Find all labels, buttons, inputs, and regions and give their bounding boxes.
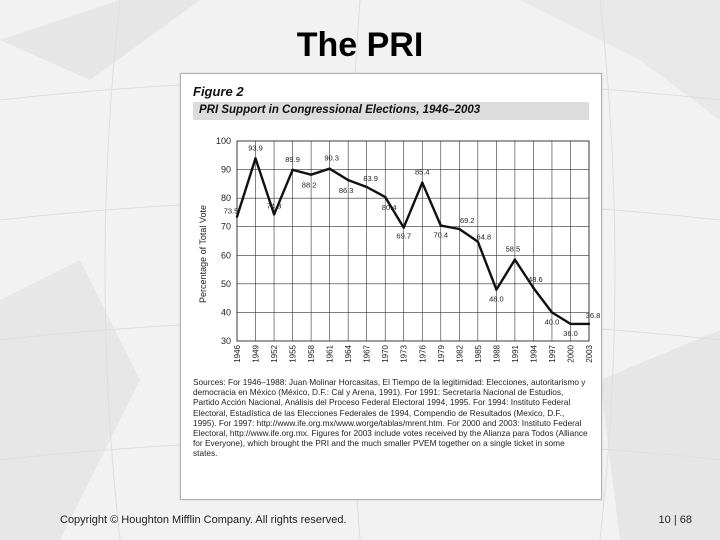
y-axis-title: Percentage of Total Vote	[198, 205, 208, 303]
data-point	[384, 195, 387, 199]
data-label: 58.5	[506, 245, 521, 254]
line-chart: Percentage of Total Vote 30 40 50 60 70 80 90 1…	[198, 136, 601, 363]
data-point	[569, 322, 572, 326]
y-tick-label: 30	[221, 336, 231, 346]
x-tick-label: 1973	[400, 344, 409, 362]
x-tick-label: 1976	[418, 344, 427, 362]
data-label: 36.8	[586, 311, 601, 320]
x-tick-label: 1964	[344, 344, 353, 362]
figure-label: Figure 2	[193, 84, 244, 99]
data-point	[254, 157, 257, 160]
slide-title: The PRI	[296, 26, 424, 64]
data-point	[421, 181, 424, 184]
y-tick-label: 70	[221, 222, 231, 232]
data-point	[458, 227, 461, 231]
data-label: 85.4	[415, 168, 430, 177]
data-point	[272, 213, 276, 216]
data-point	[476, 240, 480, 243]
data-label: 70.4	[433, 231, 448, 240]
x-tick-label: 1991	[511, 344, 520, 362]
data-point	[439, 224, 442, 227]
data-point	[532, 286, 535, 290]
x-tick-label: 1952	[270, 344, 279, 362]
data-label: 86.3	[339, 186, 354, 195]
data-label: 40.0	[545, 317, 560, 326]
data-label: 36.0	[563, 329, 578, 338]
x-tick-label: 1982	[455, 344, 464, 362]
data-point	[495, 288, 498, 291]
x-tick-label: 1967	[363, 344, 372, 362]
data-label: 69.7	[396, 232, 411, 241]
data-point	[291, 168, 294, 172]
figure-caption-band: PRI Support in Congressional Elections, …	[193, 102, 589, 120]
data-point	[365, 185, 368, 189]
data-label: 90.3	[324, 154, 339, 163]
data-label: 48.6	[528, 275, 543, 284]
data-point	[402, 226, 405, 229]
figure-caption: PRI Support in Congressional Elections, …	[199, 104, 481, 116]
y-tick-label: 80	[221, 193, 231, 203]
data-label: 93.9	[248, 143, 263, 152]
figure-sources: Sources: For 1946–1988: Juan Molinar Hor…	[193, 377, 588, 459]
x-tick-label: 1988	[492, 344, 501, 362]
data-label: 64.8	[477, 233, 492, 242]
x-tick-label: 1979	[437, 344, 446, 362]
x-tick-label: 1970	[381, 344, 390, 362]
x-tick-label: 1946	[233, 344, 242, 362]
copyright-text: Copyright © Houghton Mifflin Company. Al…	[60, 514, 347, 526]
x-tick-label: 1949	[252, 344, 261, 362]
page-number: 10 | 68	[658, 514, 692, 526]
x-tick-label: 2003	[585, 344, 594, 362]
data-label: 48.0	[489, 295, 504, 304]
plot-frame	[236, 140, 590, 342]
y-tick-label: 50	[221, 279, 231, 289]
data-label: 74.3	[267, 201, 282, 210]
data-label: 83.9	[363, 174, 378, 183]
data-label: 73.5	[224, 207, 239, 216]
x-tick-label: 1985	[474, 344, 483, 362]
y-tick-label: 40	[221, 307, 231, 317]
data-point	[235, 215, 239, 218]
data-point	[513, 258, 517, 261]
x-tick-label: 1961	[326, 344, 335, 362]
data-label: 69.2	[460, 216, 475, 225]
x-tick-label: 1994	[529, 344, 538, 362]
data-point	[309, 173, 313, 176]
y-tick-label: 100	[216, 136, 231, 146]
series-line-pri	[235, 157, 589, 326]
figure-panel: Figure 2 PRI Support in Congressional El…	[180, 73, 602, 500]
data-label: 80.4	[382, 203, 397, 212]
y-tick-label: 60	[221, 250, 231, 260]
data-point	[550, 311, 554, 314]
y-tick-label: 90	[221, 165, 231, 175]
x-tick-label: 1997	[548, 344, 557, 362]
data-point	[328, 167, 331, 170]
data-point	[346, 178, 350, 182]
data-point	[587, 322, 591, 326]
x-tick-label: 1958	[307, 344, 316, 362]
x-tick-label: 2000	[566, 344, 575, 362]
data-label: 89.9	[285, 155, 300, 164]
x-tick-label: 1955	[289, 344, 298, 362]
data-label: 88.2	[302, 181, 317, 190]
